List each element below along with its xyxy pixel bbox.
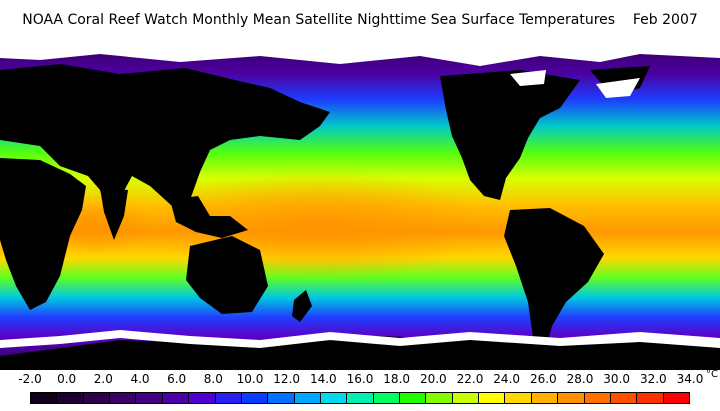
- colorbar-swatch: [479, 393, 506, 403]
- colorbar-swatch: [558, 393, 585, 403]
- land-africa: [0, 158, 86, 310]
- land-india: [100, 188, 128, 240]
- colorbar-swatch: [136, 393, 163, 403]
- colorbar-tick-label: 20.0: [419, 372, 447, 386]
- sst-world-map: [0, 40, 720, 370]
- colorbar-swatch: [320, 393, 348, 403]
- colorbar-tick-label: 4.0: [130, 372, 150, 386]
- land-australia: [186, 236, 268, 314]
- colorbar-swatch: [400, 393, 427, 403]
- colorbar-swatch: [584, 393, 611, 403]
- colorbar-swatch: [162, 393, 190, 403]
- colorbar-swatch: [531, 393, 559, 403]
- colorbar-tick-label: 2.0: [93, 372, 113, 386]
- colorbar-swatch: [57, 393, 84, 403]
- colorbar-tick-label: 12.0: [273, 372, 301, 386]
- colorbar-tick-label: -2.0: [18, 372, 42, 386]
- colorbar-swatch: [610, 393, 638, 403]
- colorbar-swatch: [347, 393, 374, 403]
- colorbar-tick-label: 18.0: [383, 372, 411, 386]
- colorbar-swatch: [663, 393, 689, 403]
- colorbar-tick-label: 14.0: [309, 372, 337, 386]
- colorbar-swatch: [189, 393, 216, 403]
- colorbar-swatch: [505, 393, 532, 403]
- colorbar-tick-label: 10.0: [236, 372, 264, 386]
- colorbar-swatch: [294, 393, 321, 403]
- colorbar-unit: °C: [706, 369, 718, 380]
- colorbar-tick-label: 34.0: [676, 372, 704, 386]
- colorbar-tick-label: 8.0: [203, 372, 223, 386]
- colorbar-tick-label: 32.0: [639, 372, 667, 386]
- land-layer: [0, 64, 720, 370]
- colorbar-swatch: [452, 393, 480, 403]
- colorbar-swatch: [31, 393, 58, 403]
- colorbar-swatch: [215, 393, 242, 403]
- colorbar-swatch: [426, 393, 453, 403]
- colorbar-tick-label: 24.0: [493, 372, 521, 386]
- colorbar-swatch: [110, 393, 137, 403]
- colorbar-tick-label: 6.0: [167, 372, 187, 386]
- colorbar-tick-label: 26.0: [529, 372, 557, 386]
- land-new-zealand: [292, 290, 312, 322]
- ice-south: [0, 330, 720, 348]
- colorbar-tick-label: 28.0: [566, 372, 594, 386]
- land-south-america: [504, 208, 604, 356]
- land-north-america: [440, 70, 580, 200]
- colorbar-swatch: [373, 393, 401, 403]
- colorbar-tick-label: 0.0: [57, 372, 77, 386]
- sea-ice-layer: [0, 40, 720, 348]
- colorbar-swatch: [268, 393, 295, 403]
- ice-north: [0, 40, 720, 66]
- colorbar-tick-label: 30.0: [603, 372, 631, 386]
- map-title: NOAA Coral Reef Watch Monthly Mean Satel…: [22, 12, 698, 28]
- colorbar-tick-label: 16.0: [346, 372, 374, 386]
- colorbar-tick-labels: -2.0 0.0 2.0 4.0 6.0 8.0 10.0 12.0 14.0 16.0 18.0 2…: [0, 369, 720, 390]
- land-maritime-se-asia: [170, 196, 248, 238]
- colorbar-tick-label: 22.0: [456, 372, 484, 386]
- land-eurasia: [0, 64, 330, 218]
- colorbar-swatch: [241, 393, 269, 403]
- colorbar-swatch: [83, 393, 111, 403]
- colorbar-swatch: [637, 393, 664, 403]
- temperature-colorbar: [30, 392, 690, 404]
